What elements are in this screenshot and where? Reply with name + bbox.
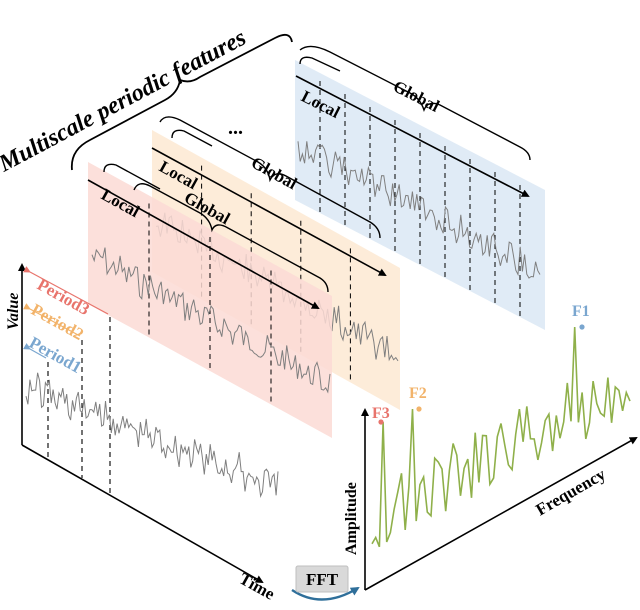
panel-blue-local-brace <box>299 56 341 72</box>
f3-peak-marker <box>378 419 384 425</box>
panel-orange-time-arrow <box>151 147 387 276</box>
frequency-axis <box>364 437 638 591</box>
f2-peak-marker <box>416 406 422 412</box>
panel-blue-global-label: Global <box>390 77 443 116</box>
panel-orange-global-brace <box>159 116 381 239</box>
f1-label: F1 <box>572 303 590 320</box>
time-axis <box>21 444 264 583</box>
panel-red-local-brace <box>103 163 161 190</box>
period3-arrow <box>23 266 109 315</box>
panel-red-global-brace <box>133 183 329 293</box>
multiscale-brace <box>70 33 293 171</box>
f2-label: F2 <box>409 385 427 402</box>
panel-blue-series-line <box>297 141 541 279</box>
panel-orange-local-brace <box>171 129 213 147</box>
title: Multiscale periodic features <box>0 25 250 178</box>
panel-red-time-arrow <box>87 179 320 309</box>
spectrum-line <box>371 326 631 548</box>
amplitude-axis-label: Amplitude <box>343 482 360 555</box>
panel-blue-time-arrow <box>295 75 530 197</box>
panel-orange-global-label: Global <box>248 153 300 194</box>
fft-arrow <box>291 586 360 601</box>
time-axis-label: Time <box>236 569 278 604</box>
panel-global-blue: Local Global <box>295 45 545 330</box>
panel-blue-dividers <box>319 81 521 317</box>
panel-blue-global-brace <box>299 45 531 161</box>
panel-global-red: Local Global <box>87 162 332 438</box>
panel-red-series-line <box>91 247 331 394</box>
panel-blue-background <box>295 60 545 330</box>
fft-box <box>295 565 349 593</box>
f1-peak-marker <box>579 324 585 330</box>
frequency-axis-label: Frequency <box>533 464 610 519</box>
panel-red-dividers <box>148 203 272 403</box>
period1-arrow <box>23 343 47 359</box>
fft-label: FFT <box>306 570 339 589</box>
value-axis-label: Value <box>5 293 22 330</box>
f3-label: F3 <box>372 405 390 422</box>
ellipsis-text: ... <box>228 117 243 139</box>
period2-arrow <box>23 303 81 337</box>
original-series-line <box>25 372 279 498</box>
